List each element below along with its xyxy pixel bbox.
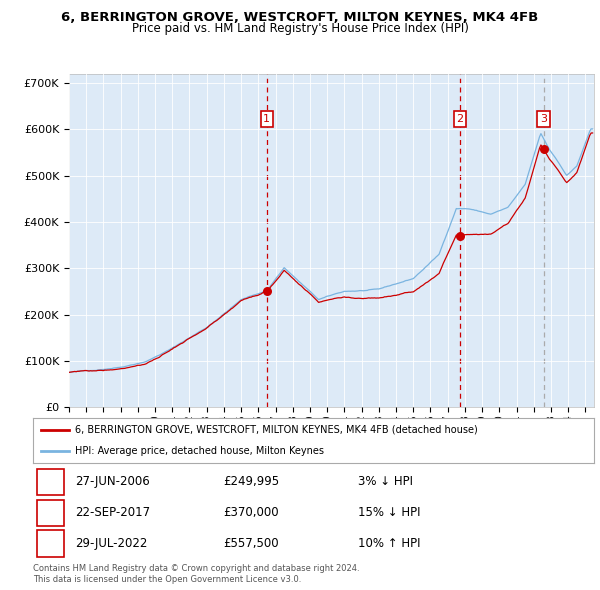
Text: 6, BERRINGTON GROVE, WESTCROFT, MILTON KEYNES, MK4 4FB (detached house): 6, BERRINGTON GROVE, WESTCROFT, MILTON K… <box>75 425 478 435</box>
FancyBboxPatch shape <box>37 469 64 495</box>
FancyBboxPatch shape <box>37 530 64 556</box>
Text: 22-SEP-2017: 22-SEP-2017 <box>75 506 150 519</box>
Text: Contains HM Land Registry data © Crown copyright and database right 2024.: Contains HM Land Registry data © Crown c… <box>33 564 359 573</box>
Text: 3: 3 <box>47 537 55 550</box>
Text: 3: 3 <box>540 114 547 124</box>
Text: 10% ↑ HPI: 10% ↑ HPI <box>358 537 421 550</box>
Text: 1: 1 <box>47 476 55 489</box>
Text: 1: 1 <box>263 114 270 124</box>
Text: HPI: Average price, detached house, Milton Keynes: HPI: Average price, detached house, Milt… <box>75 446 324 456</box>
FancyBboxPatch shape <box>37 500 64 526</box>
Text: 2: 2 <box>47 506 55 519</box>
Text: Price paid vs. HM Land Registry's House Price Index (HPI): Price paid vs. HM Land Registry's House … <box>131 22 469 35</box>
Text: 6, BERRINGTON GROVE, WESTCROFT, MILTON KEYNES, MK4 4FB: 6, BERRINGTON GROVE, WESTCROFT, MILTON K… <box>61 11 539 24</box>
Text: £249,995: £249,995 <box>224 476 280 489</box>
Text: £557,500: £557,500 <box>224 537 280 550</box>
Text: 2: 2 <box>457 114 464 124</box>
Text: 29-JUL-2022: 29-JUL-2022 <box>75 537 148 550</box>
Text: This data is licensed under the Open Government Licence v3.0.: This data is licensed under the Open Gov… <box>33 575 301 584</box>
Text: 15% ↓ HPI: 15% ↓ HPI <box>358 506 421 519</box>
Text: 27-JUN-2006: 27-JUN-2006 <box>75 476 150 489</box>
Text: £370,000: £370,000 <box>224 506 280 519</box>
Text: 3% ↓ HPI: 3% ↓ HPI <box>358 476 413 489</box>
